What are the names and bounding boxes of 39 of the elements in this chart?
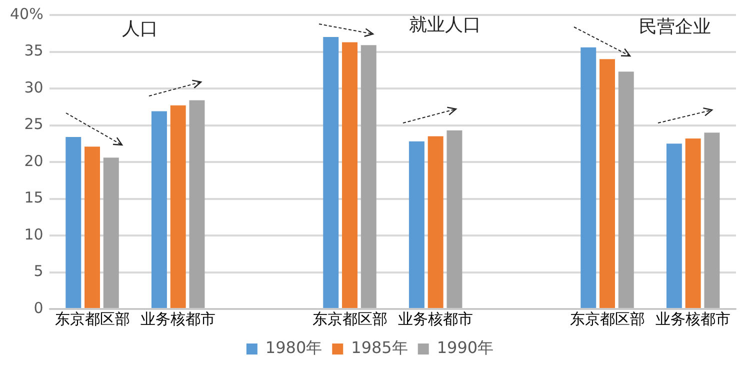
- legend-label: 1985年: [351, 338, 408, 358]
- bar: [704, 132, 720, 308]
- bar: [151, 111, 167, 308]
- annotation: 民营企业: [639, 16, 711, 38]
- legend-label: 1990年: [436, 338, 494, 358]
- bar: [170, 105, 186, 308]
- bar: [428, 136, 444, 308]
- bar: [323, 37, 339, 308]
- bar: [600, 59, 615, 308]
- bar: [580, 47, 596, 308]
- x-tick-label: 业务核都市: [398, 310, 474, 328]
- y-tick-label: 10: [24, 225, 44, 244]
- bar: [666, 144, 682, 308]
- y-tick-label: 5: [34, 262, 44, 280]
- y-tick-label: 30: [24, 78, 44, 96]
- bar: [360, 45, 376, 308]
- y-tick-label: 25: [24, 115, 44, 134]
- y-tick-label: 40%: [10, 4, 44, 23]
- x-tick-label: 东京都区部: [54, 310, 130, 328]
- bar: [685, 138, 701, 308]
- bar: [618, 72, 634, 308]
- legend-label: 1980年: [265, 338, 322, 358]
- bar: [103, 158, 119, 308]
- annotation: 就业人口: [409, 14, 481, 36]
- x-tick-label: 东京都区部: [312, 310, 388, 328]
- x-tick-label: 业务核都市: [656, 310, 731, 328]
- y-tick-label: 20: [24, 152, 44, 170]
- y-tick-label: 15: [24, 188, 44, 207]
- annotation: 人口: [122, 18, 158, 40]
- bar: [342, 42, 358, 308]
- bar: [446, 130, 462, 308]
- x-tick-label: 业务核都市: [140, 310, 216, 328]
- y-tick-label: 0: [34, 298, 44, 317]
- bar: [408, 141, 424, 308]
- y-tick-label: 35: [24, 42, 44, 60]
- x-tick-label: 东京都区部: [570, 310, 645, 328]
- bar: [66, 137, 82, 308]
- bar: [189, 100, 205, 308]
- bar: [84, 146, 100, 308]
